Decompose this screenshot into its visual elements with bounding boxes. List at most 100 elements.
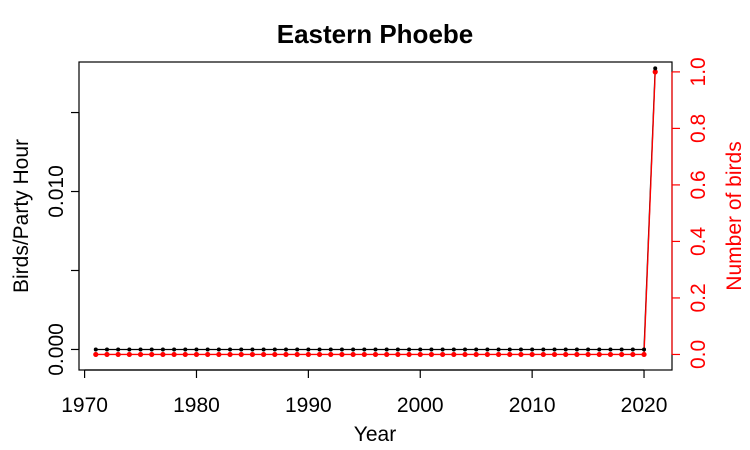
data-point-number-of-birds bbox=[193, 351, 200, 358]
data-point-birds-per-party-hour bbox=[104, 347, 109, 352]
data-point-number-of-birds bbox=[563, 351, 569, 358]
data-point-number-of-birds bbox=[619, 351, 625, 358]
x-axis: 1970 1980 1990 2000 2010 2020 bbox=[61, 369, 668, 417]
y-right-tick-label: 0.0 bbox=[687, 340, 710, 369]
data-point-birds-per-party-hour bbox=[149, 347, 154, 352]
data-point-birds-per-party-hour bbox=[373, 347, 378, 352]
data-point-number-of-birds bbox=[551, 351, 558, 358]
data-point-birds-per-party-hour bbox=[295, 347, 300, 352]
data-point-birds-per-party-hour bbox=[407, 347, 412, 352]
data-point-birds-per-party-hour bbox=[116, 347, 121, 352]
data-point-birds-per-party-hour bbox=[485, 347, 490, 352]
data-point-number-of-birds bbox=[126, 351, 132, 358]
x-tick-label: 1980 bbox=[173, 394, 220, 417]
x-tick-label: 2010 bbox=[509, 394, 556, 417]
data-point-number-of-birds bbox=[630, 351, 636, 358]
y-axis-right-label: Number of birds bbox=[723, 141, 746, 290]
data-point-birds-per-party-hour bbox=[418, 347, 423, 352]
data-point-birds-per-party-hour bbox=[328, 347, 333, 352]
data-point-number-of-birds bbox=[462, 351, 468, 358]
data-point-birds-per-party-hour bbox=[194, 347, 199, 352]
data-point-number-of-birds bbox=[294, 351, 300, 358]
data-point-number-of-birds bbox=[495, 351, 502, 358]
data-point-number-of-birds bbox=[305, 351, 311, 358]
plot-area-border bbox=[78, 61, 673, 371]
data-point-birds-per-party-hour bbox=[496, 347, 501, 352]
y-axis-left: 0.000 0.010 bbox=[45, 111, 80, 376]
x-tick-label: 1970 bbox=[61, 394, 108, 417]
data-point-birds-per-party-hour bbox=[93, 347, 98, 352]
data-point-birds-per-party-hour bbox=[261, 347, 266, 352]
y-left-tick-label: 0.010 bbox=[45, 165, 68, 218]
data-point-number-of-birds bbox=[238, 351, 244, 358]
data-point-number-of-birds bbox=[518, 351, 524, 358]
data-point-birds-per-party-hour bbox=[395, 347, 400, 352]
data-point-birds-per-party-hour bbox=[653, 66, 658, 71]
y-left-tick-label: 0.000 bbox=[45, 323, 68, 376]
y-axis-right: 0.0 0.2 0.4 0.6 0.8 1.0 bbox=[671, 57, 710, 369]
data-point-birds-per-party-hour bbox=[574, 347, 579, 352]
data-point-number-of-birds bbox=[652, 69, 658, 75]
data-point-birds-per-party-hour bbox=[440, 347, 445, 352]
data-point-birds-per-party-hour bbox=[530, 347, 535, 352]
data-point-number-of-birds bbox=[507, 351, 513, 358]
data-point-number-of-birds bbox=[473, 351, 479, 358]
chart-title: Eastern Phoebe bbox=[277, 19, 474, 49]
data-point-number-of-birds bbox=[216, 351, 222, 358]
x-tick-label: 2020 bbox=[621, 394, 668, 417]
data-point-number-of-birds bbox=[283, 351, 289, 358]
data-point-birds-per-party-hour bbox=[228, 347, 233, 352]
data-point-number-of-birds bbox=[339, 351, 345, 358]
data-point-birds-per-party-hour bbox=[205, 347, 210, 352]
data-point-birds-per-party-hour bbox=[250, 347, 255, 352]
data-point-birds-per-party-hour bbox=[339, 347, 344, 352]
data-point-birds-per-party-hour bbox=[619, 347, 624, 352]
series-line-number-of-birds bbox=[95, 71, 656, 356]
data-point-birds-per-party-hour bbox=[451, 347, 456, 352]
data-point-number-of-birds bbox=[428, 351, 435, 358]
data-point-number-of-birds bbox=[384, 351, 390, 358]
data-point-birds-per-party-hour bbox=[507, 347, 512, 352]
data-point-number-of-birds bbox=[261, 351, 267, 358]
data-point-birds-per-party-hour bbox=[463, 347, 468, 352]
data-point-birds-per-party-hour bbox=[552, 347, 557, 352]
data-point-birds-per-party-hour bbox=[384, 347, 389, 352]
data-point-birds-per-party-hour bbox=[586, 347, 591, 352]
data-point-birds-per-party-hour bbox=[597, 347, 602, 352]
data-point-birds-per-party-hour bbox=[283, 347, 288, 352]
data-point-birds-per-party-hour bbox=[429, 347, 434, 352]
data-point-birds-per-party-hour bbox=[541, 347, 546, 352]
data-point-number-of-birds bbox=[451, 351, 457, 358]
y-right-tick-label: 1.0 bbox=[687, 57, 710, 86]
data-point-birds-per-party-hour bbox=[642, 347, 647, 352]
data-point-birds-per-party-hour bbox=[172, 347, 177, 352]
data-point-birds-per-party-hour bbox=[239, 347, 244, 352]
data-point-birds-per-party-hour bbox=[608, 347, 613, 352]
data-point-birds-per-party-hour bbox=[306, 347, 311, 352]
data-point-number-of-birds bbox=[149, 351, 155, 358]
data-point-number-of-birds bbox=[395, 351, 401, 358]
data-point-number-of-birds bbox=[529, 351, 535, 358]
data-point-number-of-birds bbox=[540, 351, 546, 358]
data-point-number-of-birds bbox=[596, 351, 602, 358]
data-point-number-of-birds bbox=[607, 351, 614, 358]
data-point-number-of-birds bbox=[171, 351, 177, 358]
data-point-number-of-birds bbox=[361, 351, 367, 358]
data-point-number-of-birds bbox=[115, 351, 121, 358]
data-point-number-of-birds bbox=[249, 351, 256, 358]
y-right-tick-label: 0.6 bbox=[687, 170, 710, 199]
y-right-tick-label: 0.4 bbox=[687, 227, 710, 257]
series-layer bbox=[93, 66, 658, 358]
data-point-number-of-birds bbox=[160, 351, 166, 358]
series-line-birds-per-party-hour bbox=[95, 68, 656, 351]
x-tick-label: 1990 bbox=[285, 394, 332, 417]
data-point-birds-per-party-hour bbox=[474, 347, 479, 352]
data-point-birds-per-party-hour bbox=[160, 347, 165, 352]
data-point-number-of-birds bbox=[350, 351, 356, 358]
data-point-number-of-birds bbox=[205, 351, 211, 358]
data-point-number-of-birds bbox=[372, 351, 379, 358]
data-point-birds-per-party-hour bbox=[127, 347, 132, 352]
data-point-number-of-birds bbox=[93, 351, 99, 358]
data-point-birds-per-party-hour bbox=[216, 347, 221, 352]
data-point-birds-per-party-hour bbox=[362, 347, 367, 352]
